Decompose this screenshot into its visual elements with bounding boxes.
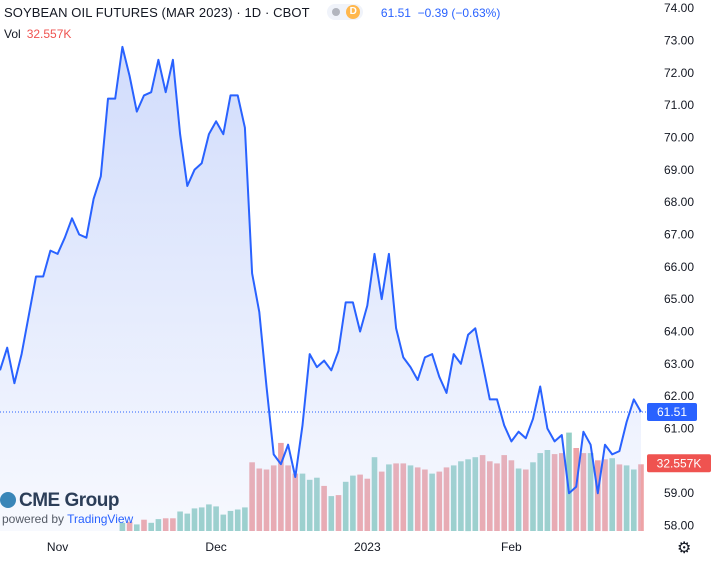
volume-bar [566, 432, 572, 531]
price-tick-label: 70.00 [664, 130, 694, 144]
symbol-title[interactable]: SOYBEAN OIL FUTURES (MAR 2023) · 1D · CB… [4, 5, 310, 20]
time-tick-label: Dec [205, 540, 226, 554]
gear-icon[interactable]: ⚙ [677, 540, 692, 557]
price-change: −0.39 (−0.63%) [417, 6, 501, 20]
cme-globe-icon [0, 492, 16, 508]
volume-legend[interactable]: Vol 32.557K [4, 27, 71, 41]
price-area-fill [0, 46, 641, 532]
time-tick-label: Feb [501, 540, 522, 554]
status-dot-icon [332, 8, 341, 16]
price-tick-label: 72.00 [664, 66, 694, 80]
time-axis[interactable]: Nov Dec 2023 Feb [47, 540, 522, 554]
price-tick-label: 66.00 [664, 260, 694, 274]
last-price-label: 61.51 [647, 403, 697, 421]
price-tick-label: 62.00 [664, 389, 694, 403]
price-quote: 61.51 −0.39 (−0.63%) [381, 6, 500, 20]
price-tick-label: 59.00 [664, 486, 694, 500]
last-price-label-bg [647, 403, 697, 421]
last-volume-label-text: 32.557K [657, 456, 702, 470]
price-tick-label: 68.00 [664, 195, 694, 209]
volume-value: 32.557K [26, 27, 72, 41]
cme-group-logo[interactable]: CME Group powered by TradingView [0, 490, 133, 526]
price-axis[interactable]: 74.00 73.00 72.00 71.00 70.00 69.00 68.00 67.00… [664, 1, 694, 532]
price-tick-label: 69.00 [664, 163, 694, 177]
price-tick-label: 61.00 [664, 422, 694, 436]
last-volume-label: 32.557K [647, 454, 711, 473]
market-status-badge[interactable]: D [327, 4, 364, 20]
chart-header: SOYBEAN OIL FUTURES (MAR 2023) · 1D · CB… [4, 4, 500, 20]
price-line [0, 45, 642, 495]
price-tick-label: 73.00 [664, 33, 694, 47]
delayed-badge-letter: D [346, 5, 361, 19]
tradingview-link[interactable]: TradingView [67, 512, 134, 526]
last-price: 61.51 [380, 6, 411, 20]
price-tick-label: 65.00 [664, 292, 694, 306]
price-tick-label: 71.00 [664, 98, 694, 112]
cme-logo-text: CME Group [19, 490, 120, 511]
last-price-label-text: 61.51 [657, 405, 687, 419]
price-tick-label: 64.00 [664, 325, 694, 339]
time-tick-label: 2023 [354, 540, 381, 554]
price-tick-label: 67.00 [664, 228, 694, 242]
price-tick-label: 74.00 [664, 1, 694, 15]
time-tick-label: Nov [47, 540, 68, 554]
last-volume-label-bg [647, 454, 711, 473]
price-tick-label: 58.00 [664, 519, 694, 533]
powered-by-text: powered by [2, 512, 65, 526]
price-tick-label: 63.00 [664, 357, 694, 371]
volume-label: Vol [4, 27, 21, 41]
